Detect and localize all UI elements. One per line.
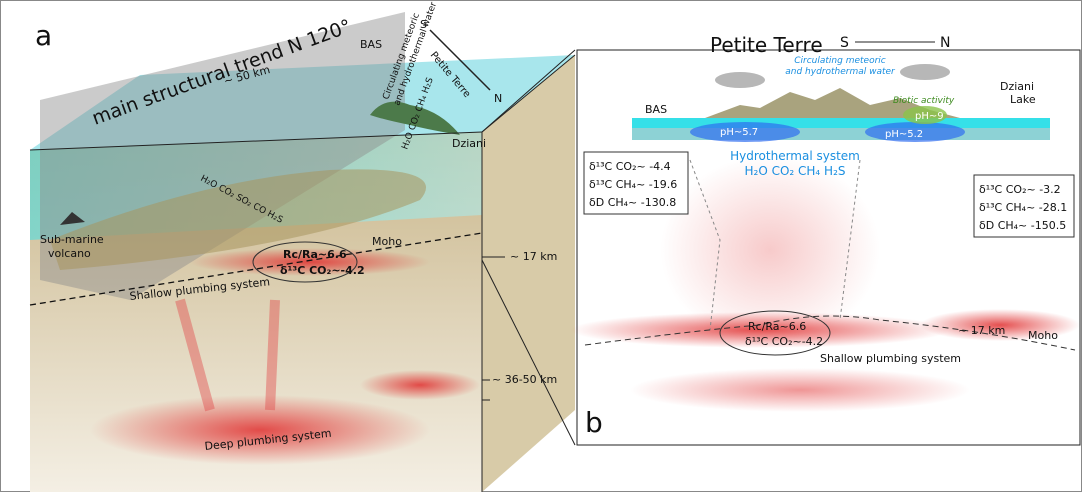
panel-b bbox=[570, 41, 1081, 446]
volcano-label: volcano bbox=[48, 247, 91, 260]
isotope-value: δ¹³C CH₄~ -19.6 bbox=[589, 178, 677, 191]
bas-label: BAS bbox=[645, 103, 667, 116]
moho-label: Moho bbox=[372, 235, 402, 248]
ph-label: pH~9 bbox=[915, 111, 944, 122]
compass-s: S bbox=[420, 18, 427, 31]
depth-label: ~ 17 km bbox=[958, 324, 1005, 337]
compass-s: S bbox=[840, 35, 849, 51]
moho-line bbox=[584, 315, 1076, 351]
cloud bbox=[715, 72, 765, 88]
bubbles bbox=[660, 155, 880, 345]
compass-arrow bbox=[429, 29, 491, 91]
dziani-label: Dziani bbox=[452, 137, 486, 150]
depth-label: ~ 17 km bbox=[510, 250, 557, 263]
side-face bbox=[482, 55, 575, 492]
hydrothermal-label: Hydrothermal system bbox=[730, 149, 860, 163]
blob bbox=[360, 370, 480, 400]
zoom-line bbox=[481, 259, 576, 446]
gas-label: H₂O CO₂ CH₄ H₂S bbox=[744, 164, 845, 178]
shallow-label: Shallow plumbing system bbox=[820, 352, 961, 365]
isotope-value: δD CH₄~ -150.5 bbox=[979, 219, 1066, 232]
isotope-value: δ¹³C CO₂~ -3.2 bbox=[979, 183, 1061, 196]
ph-label: pH~5.2 bbox=[885, 129, 923, 140]
zoom-line bbox=[481, 49, 576, 133]
edge bbox=[481, 54, 576, 133]
isotope-label: δ¹³C CO₂~-4.2 bbox=[280, 264, 365, 277]
volcano-label: Sub-marine bbox=[40, 233, 104, 246]
isotope-label: δ¹³C CO₂~-4.2 bbox=[745, 335, 823, 348]
ph-label: pH~5.7 bbox=[720, 127, 758, 138]
ellipse bbox=[252, 241, 358, 283]
ellipse bbox=[719, 310, 831, 356]
magma-lens bbox=[50, 169, 426, 270]
isotope-box bbox=[583, 151, 689, 215]
isotope-box bbox=[973, 174, 1075, 238]
lake-label: Dziani bbox=[1000, 80, 1034, 93]
isotope-value: δ¹³C CH₄~ -28.1 bbox=[979, 201, 1067, 214]
moho-line bbox=[29, 232, 483, 306]
lake-label: Lake bbox=[1010, 93, 1036, 106]
blob bbox=[920, 309, 1080, 341]
land bbox=[705, 88, 960, 118]
circulating-label: and hydrothermal water bbox=[785, 67, 896, 77]
edge bbox=[29, 131, 483, 151]
hydrothermal-cell bbox=[690, 122, 800, 142]
cloud bbox=[900, 64, 950, 80]
isotope-value: δ¹³C CO₂~ -4.4 bbox=[589, 160, 671, 173]
blob bbox=[630, 368, 970, 412]
conduit bbox=[175, 298, 280, 412]
panel-label: b bbox=[585, 406, 603, 439]
island bbox=[370, 101, 460, 135]
rc-ra-label: Rc/Ra~6.6 bbox=[283, 248, 347, 261]
bas-label: BAS bbox=[360, 38, 382, 51]
lake bbox=[903, 106, 947, 124]
hydrothermal-cell bbox=[865, 122, 965, 142]
compass-n: N bbox=[494, 92, 502, 105]
biotic-label: Biotic activity bbox=[893, 96, 955, 106]
depth-label: ~ 36-50 km bbox=[492, 373, 557, 386]
circulating-label: Circulating meteoric bbox=[794, 56, 886, 66]
compass-n: N bbox=[940, 35, 950, 51]
rc-ra-label: Rc/Ra~6.6 bbox=[748, 320, 806, 333]
fault bbox=[689, 159, 861, 331]
volcano bbox=[60, 212, 85, 225]
panel-a bbox=[29, 12, 576, 492]
panel-title: Petite Terre bbox=[710, 33, 823, 57]
isotope-value: δD CH₄~ -130.8 bbox=[589, 196, 676, 209]
moho-label: Moho bbox=[1028, 329, 1058, 342]
panel-label: a bbox=[35, 19, 52, 52]
blob bbox=[90, 395, 430, 465]
blob bbox=[190, 248, 430, 276]
